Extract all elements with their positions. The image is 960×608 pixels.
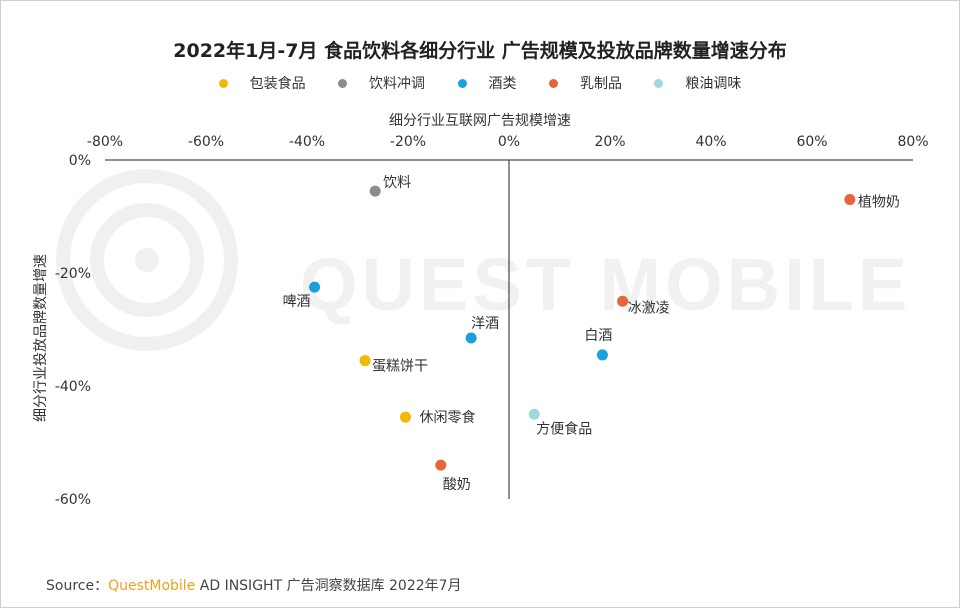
y-tick-label: -20% bbox=[55, 266, 91, 282]
source-brand: QuestMobile bbox=[108, 578, 196, 594]
x-tick-label: 60% bbox=[796, 134, 827, 150]
x-tick-label: 80% bbox=[897, 134, 928, 150]
legend-item: 粮油调味 bbox=[654, 73, 741, 93]
x-tick-label: 0% bbox=[498, 134, 520, 150]
chart-title: 2022年1月-7月 食品饮料各细分行业 广告规模及投放品牌数量增速分布 bbox=[173, 40, 787, 62]
y-tick-label: -60% bbox=[55, 492, 91, 508]
data-point-label: 蛋糕饼干 bbox=[372, 359, 428, 375]
data-point bbox=[844, 194, 856, 206]
legend-label: 包装食品 bbox=[249, 76, 306, 92]
data-point bbox=[309, 281, 321, 293]
y-tick-label: 0% bbox=[69, 153, 91, 169]
legend-label: 酒类 bbox=[488, 76, 517, 92]
x-tick-label: -80% bbox=[87, 134, 123, 150]
x-axis-title: 细分行业互联网广告规模增速 bbox=[389, 113, 571, 129]
legend-dot bbox=[218, 78, 228, 88]
data-point-label: 冰激凌 bbox=[628, 299, 670, 316]
data-point bbox=[596, 349, 608, 361]
legend-label: 饮料冲调 bbox=[369, 76, 426, 92]
data-point bbox=[528, 408, 540, 420]
legend-dot bbox=[338, 78, 348, 88]
legend-dot bbox=[548, 78, 558, 88]
data-point-label: 饮料 bbox=[383, 175, 411, 191]
legend-dot bbox=[457, 78, 467, 88]
data-point bbox=[465, 332, 477, 344]
data-point-label: 洋酒 bbox=[471, 316, 499, 332]
legend-item: 包装食品 bbox=[218, 73, 306, 93]
legend-label: 粮油调味 bbox=[685, 76, 742, 92]
legend-item: 酒类 bbox=[457, 73, 517, 93]
data-point-label: 酸奶 bbox=[443, 477, 471, 493]
source-note: Source：QuestMobile AD INSIGHT 广告洞察数据库 20… bbox=[46, 575, 462, 595]
y-tick-label: -40% bbox=[55, 379, 91, 395]
data-point bbox=[359, 355, 371, 367]
legend-label: 乳制品 bbox=[579, 76, 622, 92]
data-point-label: 白酒 bbox=[584, 328, 612, 344]
x-tick-label: 20% bbox=[594, 134, 625, 150]
legend-item: 乳制品 bbox=[548, 73, 622, 93]
data-point-label: 休闲零食 bbox=[419, 409, 475, 426]
data-point-label: 植物奶 bbox=[858, 195, 900, 211]
data-point bbox=[617, 295, 629, 307]
data-point bbox=[435, 459, 447, 471]
source-prefix: Source： bbox=[46, 578, 109, 594]
x-tick-label: -20% bbox=[390, 134, 426, 150]
data-point-label: 方便食品 bbox=[536, 420, 592, 437]
x-tick-label: -40% bbox=[289, 134, 325, 150]
legend-dot bbox=[654, 78, 664, 88]
data-point bbox=[399, 411, 411, 423]
data-point bbox=[369, 185, 381, 197]
data-point-label: 啤酒 bbox=[283, 294, 311, 310]
x-tick-label: 40% bbox=[695, 134, 726, 150]
source-text: AD INSIGHT 广告洞察数据库 2022年7月 bbox=[195, 578, 462, 594]
legend-item: 饮料冲调 bbox=[338, 73, 425, 93]
x-tick-label: -60% bbox=[188, 134, 224, 150]
legend: 包装食品 饮料冲调 酒类 乳制品 粮油调味 bbox=[0, 73, 960, 93]
